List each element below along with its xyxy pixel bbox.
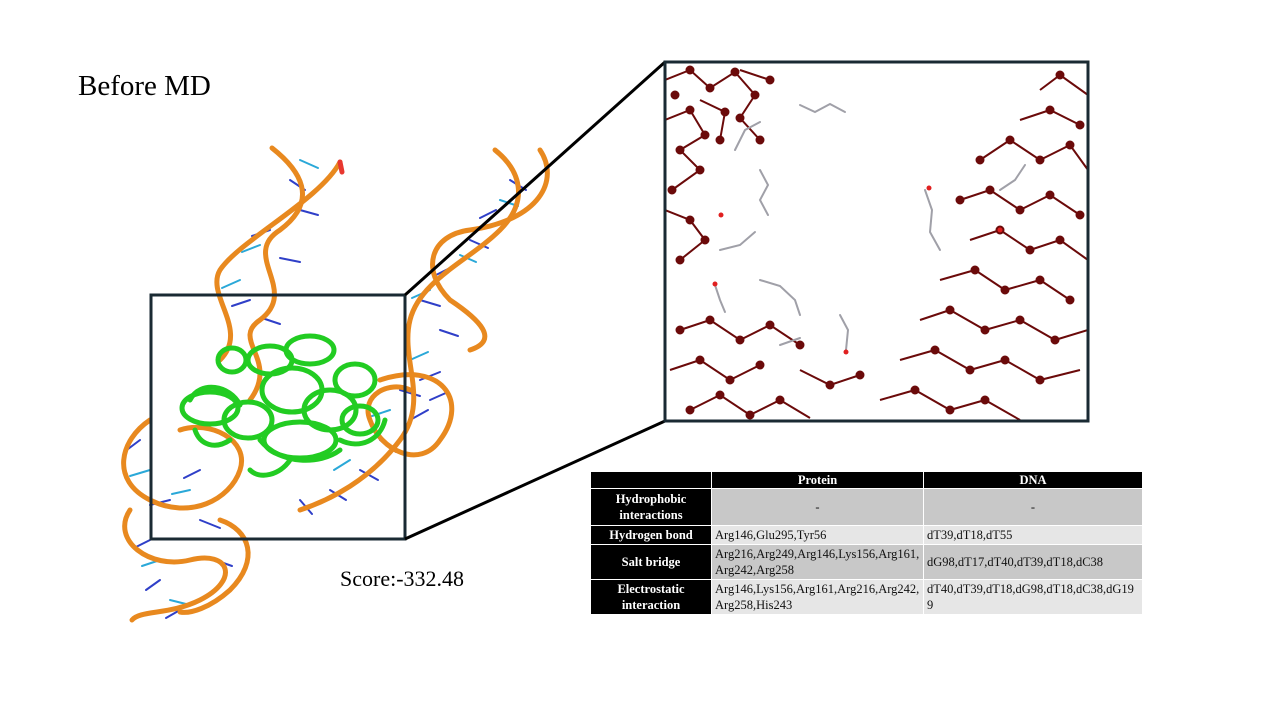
- zoom-line-top: [403, 60, 667, 297]
- focus-box: [149, 293, 407, 541]
- row-label: Electrostatic interaction: [590, 579, 712, 615]
- dna-cell: -: [923, 488, 1143, 526]
- zoom-line-bottom: [404, 419, 666, 541]
- docking-score: Score:-332.48: [340, 566, 465, 591]
- dna-cell: dT40,dT39,dT18,dG98,dT18,dC38,dG199: [923, 579, 1143, 615]
- protein-cell: Arg216,Arg249,Arg146,Lys156,Arg161,Arg24…: [711, 544, 924, 580]
- header-protein: Protein: [711, 471, 924, 489]
- dna-cell: dT39,dT18,dT55: [923, 525, 1143, 545]
- protein-cell: -: [711, 488, 924, 526]
- figure-title: Before MD: [78, 70, 211, 102]
- table-row: Hydrophobic interactions - -: [590, 488, 1143, 526]
- table-header-row: Protein DNA: [590, 471, 1143, 489]
- header-dna: DNA: [923, 471, 1143, 489]
- table-row: Salt bridge Arg216,Arg249,Arg146,Lys156,…: [590, 544, 1143, 580]
- table-row: Hydrogen bond Arg146,Glu295,Tyr56 dT39,d…: [590, 525, 1143, 545]
- oxygen-atoms: [712, 185, 1003, 355]
- protein-structure: [179, 333, 388, 478]
- interaction-table: Protein DNA Hydrophobic interactions - -…: [590, 471, 1143, 615]
- residue-sticks: [714, 102, 1026, 351]
- dna-cell: dG98,dT17,dT40,dT39,dT18,dC38: [923, 544, 1143, 580]
- row-label: Hydrophobic interactions: [590, 488, 712, 526]
- row-label: Hydrogen bond: [590, 525, 712, 545]
- protein-cell: Arg146,Lys156,Arg161,Arg216,Arg242,Arg25…: [711, 579, 924, 615]
- table-row: Electrostatic interaction Arg146,Lys156,…: [590, 579, 1143, 615]
- header-empty: [590, 471, 712, 489]
- row-label: Salt bridge: [590, 544, 712, 580]
- protein-cell: Arg146,Glu295,Tyr56: [711, 525, 924, 545]
- dna-atoms: [665, 65, 1088, 421]
